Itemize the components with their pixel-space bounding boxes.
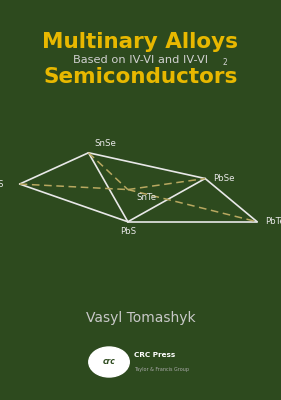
- Text: crc: crc: [103, 358, 115, 366]
- Text: PbSe: PbSe: [214, 174, 235, 183]
- Text: SnSe: SnSe: [94, 139, 116, 148]
- Text: Based on IV-VI and IV-VI: Based on IV-VI and IV-VI: [73, 55, 208, 65]
- Ellipse shape: [89, 347, 129, 377]
- Text: Multinary Alloys: Multinary Alloys: [42, 32, 239, 52]
- Text: 2: 2: [223, 58, 227, 67]
- Text: Vasyl Tomashyk: Vasyl Tomashyk: [86, 311, 195, 325]
- Text: SnTe: SnTe: [136, 192, 157, 202]
- Text: PbTe: PbTe: [266, 217, 281, 226]
- Text: SnS: SnS: [0, 180, 4, 188]
- Text: Taylor & Francis Group: Taylor & Francis Group: [134, 368, 189, 372]
- Text: CRC Press: CRC Press: [134, 352, 175, 358]
- Text: Semiconductors: Semiconductors: [43, 67, 238, 87]
- Text: PbS: PbS: [120, 227, 136, 236]
